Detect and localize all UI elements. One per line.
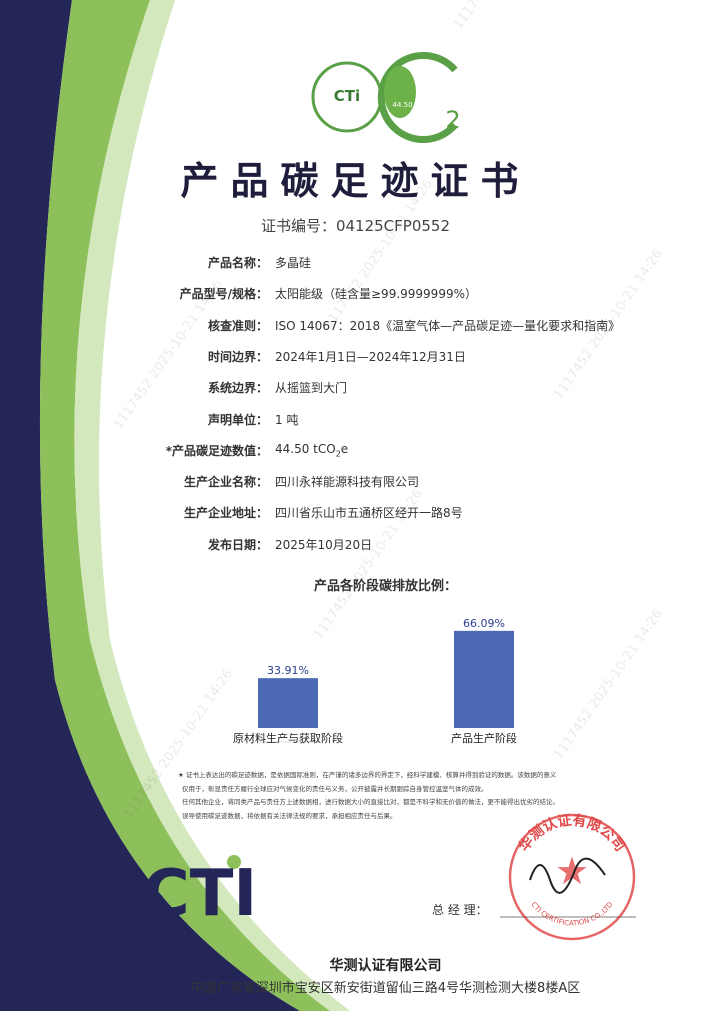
stamp-english: CTI CERTIFICATION CO.,LTD (530, 901, 615, 928)
navy-band (0, 0, 300, 1011)
field-label: 核查准则： (207, 318, 268, 333)
signature (529, 857, 606, 894)
note-line: 仅用于，彰显责任方履行全球应对气候变化的责任与义务，公开披露并长期跟踪自身管控温… (182, 784, 488, 793)
field-value: 多晶硅 (275, 254, 311, 271)
logo-value: 44.50 t (392, 101, 417, 109)
field-value: 四川省乐山市五通桥区经开一路8号 (275, 504, 463, 521)
footer-address: 中国广东省深圳市宝安区新安街道留仙三路4号华测检测大楼8楼A区 (190, 981, 581, 996)
value-text: 2024年1月1日—2024年12月31日 (275, 349, 466, 364)
value-text: 1 吨 (275, 412, 299, 427)
field-value: 44.50 tCO2e (275, 442, 348, 458)
title: 产品碳足迹证书 (180, 159, 531, 203)
watermark: 1117452 2025-10-21 14:26 (451, 0, 566, 32)
field-label: 系统边界： (207, 381, 268, 396)
bar (258, 678, 318, 728)
logo-brand: CTi (334, 87, 360, 105)
stamp-star: ★ (555, 849, 589, 893)
value-text: 太阳能级（硅含量≥99.9999999%） (275, 287, 477, 302)
brand-logo: CTI (143, 857, 257, 931)
field-value: 1 吨 (275, 411, 298, 428)
field-label: 产品名称： (207, 256, 268, 270)
value-text: 从摇篮到大门 (275, 381, 348, 396)
logo-o (377, 52, 458, 143)
field-label: 生产企业名称： (183, 475, 268, 490)
value-text: 44.50 tCO (275, 441, 336, 456)
value-text: 四川省乐山市五通桥区经开一路8号 (275, 506, 463, 521)
bar (454, 630, 514, 728)
note-line: 任何其他企业，将同类产品与责任方上述数据相，进行数据大小的直接比对，都是不科学和… (182, 798, 559, 806)
value-sub: 2 (335, 449, 341, 459)
stamp-ring (508, 813, 636, 941)
green-band (39, 0, 330, 1011)
signature-label: 总 经 理： (432, 903, 488, 917)
category-label: 原材料生产与获取阶段 (233, 731, 343, 745)
value-label: 33.91% (267, 664, 309, 677)
watermark: 1117452 2025-10-21 14:26 (551, 607, 666, 762)
field-label: 产品型号/规格： (179, 287, 268, 302)
field-value: 2024年1月1日—2024年12月31日 (275, 348, 466, 365)
value-text: 多晶硅 (275, 256, 312, 270)
field-value: ISO 14067：2018《温室气体—产品碳足迹—量化要求和指南》 (275, 317, 620, 334)
value-text: ISO 14067：2018《温室气体—产品碳足迹—量化要求和指南》 (275, 318, 621, 333)
value-text: 四川永祥能源科技有限公司 (275, 475, 420, 490)
category-label: 产品生产阶段 (451, 731, 517, 745)
logo-sub: 2 (445, 106, 460, 134)
field-label: 生产企业地址： (183, 506, 268, 521)
logo-dot (227, 855, 241, 869)
field-value: 2025年10月20日 (275, 536, 372, 553)
chart-title: 产品各阶段碳排放比例： (313, 579, 457, 594)
value-suffix: e (340, 441, 349, 456)
field-label: 声明单位： (207, 412, 268, 427)
cert-number: 证书编号：04125CFP0552 (260, 217, 451, 235)
light-band (74, 0, 350, 1011)
field-label: *产品碳足迹数值： (165, 443, 268, 458)
field-value: 四川永祥能源科技有限公司 (275, 473, 419, 490)
note-line: ★ 证书上表达出的碳足迹数据，是依据国际准则，在严谨的诸多边界的界定下，经科学建… (178, 771, 557, 779)
field-label: 发布日期： (207, 537, 268, 552)
value-label: 66.09% (463, 617, 505, 630)
stamp-english-path: CTI CERTIFICATION CO.,LTD (530, 901, 615, 928)
field-value: 从摇篮到大门 (275, 379, 347, 396)
footer-company: 华测认证有限公司 (329, 958, 442, 974)
note-line: 误导使用碳足迹数据，将依据有关法律法规的要求，承担相应责任与后果。 (182, 811, 397, 820)
value-text: 2025年10月20日 (275, 537, 373, 552)
logo-foot (384, 66, 416, 118)
field-label: 时间边界： (207, 349, 268, 364)
field-value: 太阳能级（硅含量≥99.9999999%） (275, 285, 477, 302)
